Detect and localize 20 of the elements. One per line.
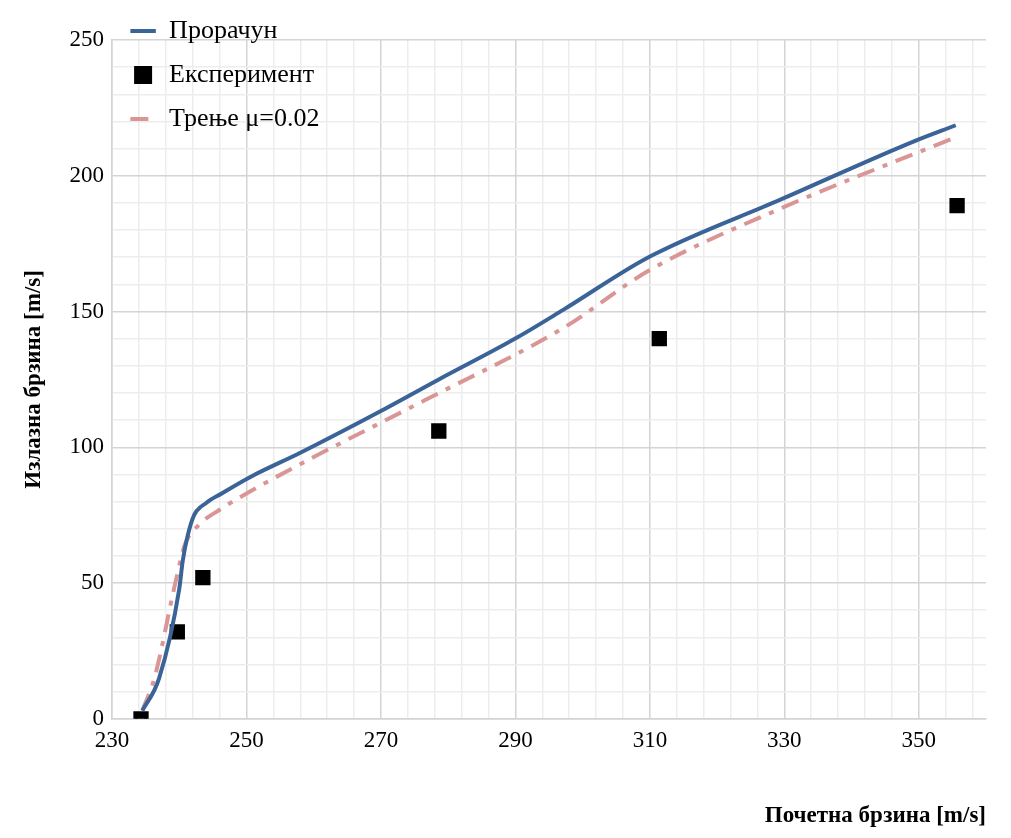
y-tick-label: 50 — [81, 569, 105, 595]
x-tick-label: 330 — [767, 726, 802, 752]
x-axis-title: Почетна брзина [m/s] — [764, 802, 986, 828]
y-axis-title: Излазна брзина [m/s] — [19, 270, 45, 489]
x-tick-label: 250 — [229, 726, 264, 752]
x-tick-label: 310 — [632, 726, 668, 752]
y-tick-label: 250 — [69, 26, 105, 52]
x-tick-label: 270 — [363, 726, 399, 752]
legend-label: Експеримент — [169, 58, 315, 88]
point — [195, 569, 211, 586]
x-tick-label: 350 — [901, 726, 937, 752]
y-tick-label: 200 — [69, 161, 105, 187]
point — [431, 423, 447, 439]
point — [651, 331, 667, 347]
y-tick-label: 150 — [69, 297, 105, 323]
legend-label: Прорачун — [169, 14, 278, 44]
legend-label: Трење μ=0.02 — [169, 102, 320, 132]
point — [949, 197, 965, 214]
y-tick-label: 100 — [69, 433, 105, 459]
x-tick-label: 290 — [498, 726, 533, 752]
